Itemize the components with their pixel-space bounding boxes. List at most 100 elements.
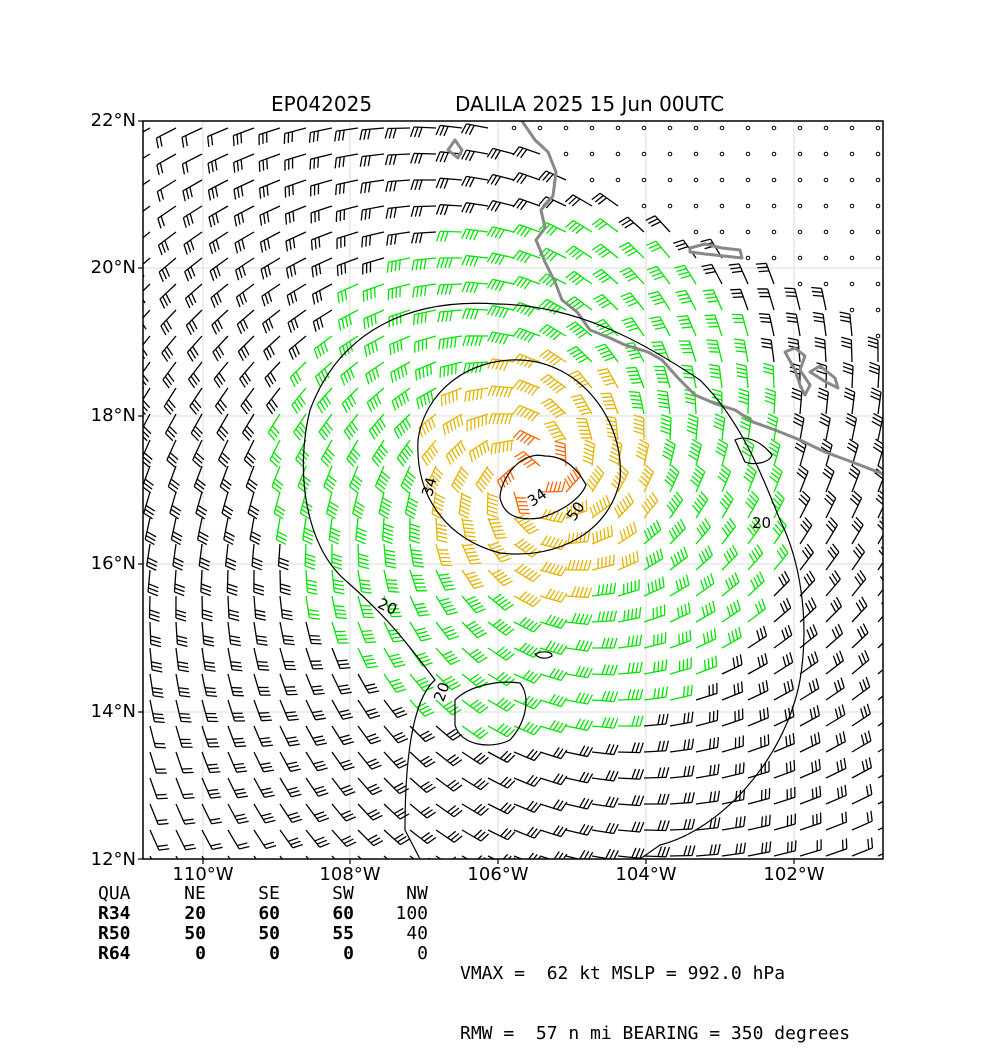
wind-barb	[626, 367, 644, 388]
calm-marker	[512, 126, 516, 130]
wind-barb	[441, 388, 462, 406]
wind-barb	[332, 752, 355, 770]
wind-barb	[722, 709, 743, 726]
wind-barb	[375, 466, 389, 493]
wind-barb	[513, 354, 540, 368]
wind-barb	[176, 674, 190, 697]
wind-barb	[173, 544, 184, 570]
wind-barb	[722, 518, 736, 544]
wind-barb	[236, 258, 254, 280]
wind-barb	[224, 518, 235, 544]
calm-marker	[694, 126, 698, 130]
wind-barb	[774, 571, 789, 596]
wind-barb	[826, 651, 843, 674]
wind-barb	[347, 440, 360, 467]
wind-barb	[670, 792, 694, 804]
wind-barb	[159, 258, 176, 282]
wind-barb	[514, 775, 541, 786]
wind-barb	[567, 347, 592, 363]
wind-barb	[332, 648, 350, 668]
wind-barb	[566, 746, 593, 757]
wind-barb	[618, 522, 636, 544]
wind-barb	[385, 154, 410, 165]
wind-barb	[592, 583, 616, 596]
radii-value-ne: 20	[158, 904, 206, 924]
wind-barb	[592, 525, 612, 544]
wind-barb	[819, 414, 830, 440]
wind-barb	[208, 154, 228, 174]
wind-barb	[157, 180, 176, 202]
wind-barb	[246, 466, 257, 493]
wind-barb	[234, 154, 254, 173]
wind-barb	[514, 670, 541, 683]
wind-barb	[813, 313, 826, 336]
wind-barb	[321, 440, 334, 467]
wind-barb	[236, 284, 254, 307]
wind-barb	[243, 414, 254, 441]
wind-barb	[669, 519, 685, 544]
wind-barb	[670, 845, 695, 856]
wind-barb	[759, 314, 774, 336]
calm-marker	[824, 204, 828, 208]
wind-barb	[183, 206, 202, 228]
wind-barb	[228, 830, 249, 849]
wind-barb	[329, 518, 340, 544]
wind-barb	[592, 244, 618, 258]
wind-barb	[165, 414, 176, 441]
wind-barb	[618, 795, 644, 805]
wind-barb	[182, 154, 202, 174]
wind-barb	[748, 653, 767, 674]
calm-marker	[642, 204, 646, 208]
wind-barb	[202, 674, 217, 696]
wind-barb	[696, 844, 720, 856]
wind-barb	[648, 292, 670, 310]
wind-barb	[401, 466, 415, 493]
wind-barb	[696, 683, 717, 700]
wind-barb	[462, 544, 481, 564]
wind-barb	[213, 336, 228, 361]
wind-barb	[644, 847, 669, 857]
wind-barb	[422, 440, 438, 466]
wind-barb	[852, 570, 866, 596]
wind-barb	[410, 856, 436, 869]
wind-barb	[364, 310, 384, 329]
wind-barb	[716, 439, 728, 466]
wind-barb	[565, 221, 592, 234]
calm-marker	[772, 126, 776, 130]
wind-barb	[132, 180, 150, 202]
wind-barb	[748, 815, 770, 830]
wind-barb	[214, 362, 228, 388]
wind-barb	[436, 856, 462, 868]
wind-barb	[131, 154, 150, 176]
wind-barb	[142, 466, 153, 493]
wind-barb	[774, 544, 788, 570]
wind-barb	[488, 724, 515, 737]
wind-barb	[571, 395, 592, 415]
wind-barb	[194, 466, 205, 493]
wind-barb	[265, 362, 280, 387]
wind-barb	[254, 596, 266, 620]
wind-barb	[227, 570, 237, 595]
wind-barb	[462, 124, 488, 135]
wind-barb	[296, 440, 309, 467]
calm-marker	[668, 178, 672, 182]
wind-barb	[366, 362, 384, 384]
wind-barb	[462, 176, 488, 187]
wind-barb	[164, 388, 176, 414]
wind-barb	[285, 180, 306, 198]
wind-barb	[763, 363, 774, 388]
wind-barb	[410, 752, 435, 767]
wind-barb	[462, 256, 488, 267]
wind-barb	[228, 726, 246, 747]
wind-barb	[696, 628, 716, 648]
wind-barb	[487, 175, 514, 186]
calm-marker	[720, 204, 724, 208]
wind-barb	[446, 440, 465, 465]
wind-barb	[870, 388, 881, 414]
contour-label-20-south: 20	[430, 680, 453, 704]
calm-marker	[876, 126, 880, 130]
wind-barb	[201, 570, 211, 595]
wind-barb	[644, 660, 667, 674]
wind-barb	[515, 452, 540, 468]
wind-barb	[160, 284, 176, 308]
